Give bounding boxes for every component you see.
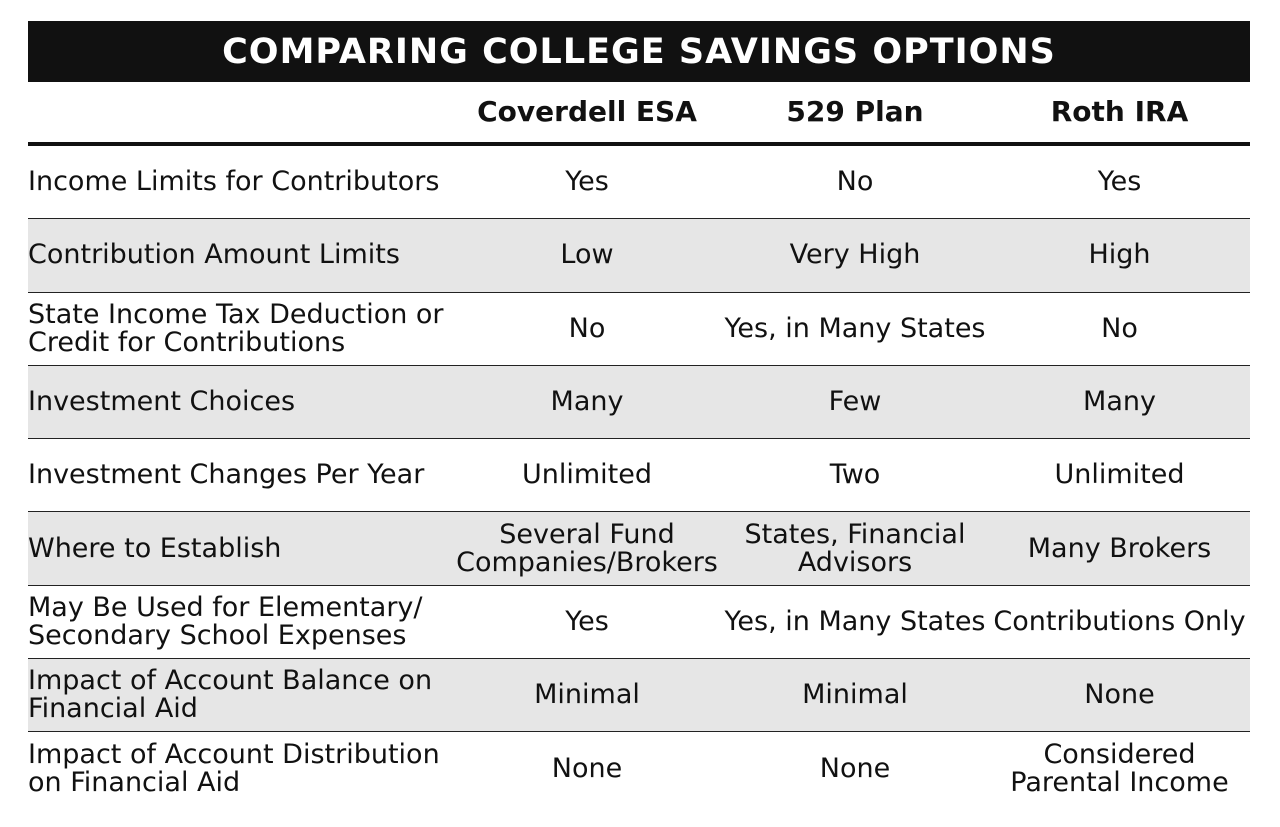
- row-label: May Be Used for Elementary/ Secondary Sc…: [28, 591, 423, 651]
- table-row: May Be Used for Elementary/ Secondary Sc…: [28, 586, 1250, 660]
- table-cell: Yes: [565, 166, 609, 198]
- table-row: Investment Choices Many Few Many: [28, 365, 1250, 440]
- table-row: Income Limits for Contributors Yes No Ye…: [28, 146, 1250, 220]
- table-row: Contribution Amount Limits Low Very High…: [28, 219, 1250, 293]
- table-cell: High: [1088, 239, 1151, 271]
- table-cell: Yes: [565, 605, 609, 637]
- table-cell: No: [568, 312, 606, 344]
- table-cell: Minimal: [802, 679, 908, 711]
- row-label: Income Limits for Contributors: [28, 166, 440, 198]
- header-blank-cell: [28, 82, 453, 142]
- table-title: COMPARING COLLEGE SAVINGS OPTIONS: [28, 21, 1250, 82]
- comparison-table: Coverdell ESA 529 Plan Roth IRA Income L…: [28, 82, 1250, 806]
- table-cell: Few: [828, 386, 882, 418]
- table-cell: Considered Parental Income: [1010, 739, 1229, 799]
- table-cell: Many: [1083, 386, 1156, 418]
- column-header-coverdell-esa: Coverdell ESA: [477, 95, 697, 128]
- table-cell: Contributions Only: [993, 605, 1246, 637]
- table-cell: Two: [829, 459, 881, 491]
- row-label: State Income Tax Deduction or Credit for…: [28, 298, 444, 358]
- table-cell: Unlimited: [1054, 459, 1185, 491]
- table-header-row: Coverdell ESA 529 Plan Roth IRA: [28, 82, 1250, 146]
- table-cell: Low: [560, 239, 614, 271]
- table-cell: None: [1084, 679, 1155, 711]
- table-cell: Yes, in Many States: [724, 605, 986, 637]
- table-cell: Many: [550, 386, 624, 418]
- row-label: Impact of Account Distribution on Financ…: [28, 739, 440, 799]
- table-cell: States, Financial Advisors: [744, 518, 966, 578]
- table-cell: Several Fund Companies/Brokers: [456, 518, 718, 578]
- table-row: Investment Changes Per Year Unlimited Tw…: [28, 439, 1250, 513]
- row-label: Where to Establish: [28, 532, 282, 564]
- table-cell: None: [551, 753, 623, 785]
- table-cell: Very High: [789, 239, 921, 271]
- row-label: Contribution Amount Limits: [28, 239, 400, 271]
- table-row: Where to Establish Several Fund Companie…: [28, 512, 1250, 586]
- table-cell: No: [1101, 312, 1138, 344]
- table-row: Impact of Account Balance on Financial A…: [28, 659, 1250, 733]
- table-cell: Unlimited: [521, 459, 653, 491]
- table-cell: Many Brokers: [1027, 532, 1212, 564]
- row-label: Investment Changes Per Year: [28, 459, 425, 491]
- table-cell: Yes, in Many States: [724, 312, 986, 344]
- row-label: Investment Choices: [28, 386, 296, 418]
- table-row: State Income Tax Deduction or Credit for…: [28, 293, 1250, 366]
- table-cell: None: [819, 753, 891, 785]
- table-cell: Yes: [1097, 166, 1142, 198]
- table-row: Impact of Account Distribution on Financ…: [28, 732, 1250, 805]
- column-header-roth-ira: Roth IRA: [1050, 95, 1189, 128]
- column-header-529-plan: 529 Plan: [786, 95, 924, 128]
- table-cell: No: [836, 166, 874, 198]
- row-label: Impact of Account Balance on Financial A…: [28, 665, 433, 725]
- table-cell: Minimal: [534, 679, 640, 711]
